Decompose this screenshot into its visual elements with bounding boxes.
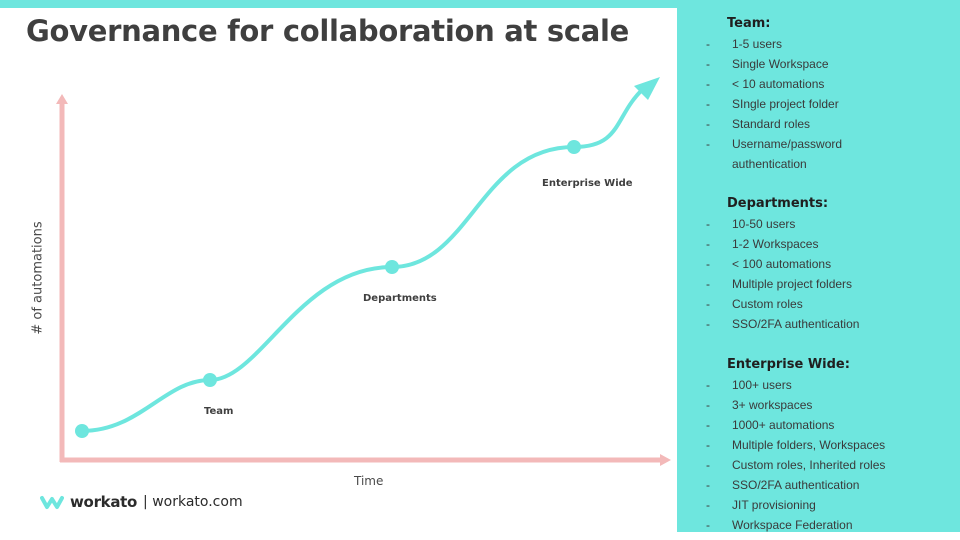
workato-logo-icon — [40, 496, 64, 509]
growth-diagram — [56, 77, 671, 466]
list-item: Custom roles, Inherited roles — [706, 455, 885, 475]
stage-marker-team — [203, 373, 217, 387]
list-item: 1-5 users — [706, 34, 842, 54]
section-heading-team: Team: — [727, 16, 771, 31]
stage-label-team: Team — [204, 406, 234, 417]
list-item: SSO/2FA authentication — [706, 314, 859, 334]
y-axis-arrowhead — [56, 94, 68, 104]
list-item: 10-50 users — [706, 214, 859, 234]
section-heading-departments: Departments: — [727, 196, 829, 211]
section-list-team: 1-5 users Single Workspace < 10 automati… — [706, 34, 842, 174]
footer: workato | workato.com — [40, 492, 243, 512]
y-axis-label: # of automations — [30, 221, 46, 335]
x-axis-arrowhead — [660, 454, 671, 466]
list-item: Workspace Federation — [706, 515, 885, 535]
list-item: 100+ users — [706, 375, 885, 395]
brand-name: workato — [70, 493, 138, 511]
section-list-enterprise: 100+ users 3+ workspaces 1000+ automatio… — [706, 375, 885, 535]
growth-curve-arrowhead — [634, 77, 660, 100]
details-panel: Team: 1-5 users Single Workspace < 10 au… — [677, 8, 960, 535]
list-item: 1-2 Workspaces — [706, 234, 859, 254]
list-item-continuation: authentication — [732, 157, 807, 171]
page-title: Governance for collaboration at scale — [26, 14, 629, 48]
section-enterprise: Enterprise Wide: 100+ users 3+ workspace… — [706, 357, 885, 535]
section-heading-enterprise: Enterprise Wide: — [727, 357, 850, 372]
stage-marker-enterprise — [567, 140, 581, 154]
list-item: Standard roles — [706, 114, 842, 134]
list-item: < 100 automations — [706, 254, 859, 274]
section-list-departments: 10-50 users 1-2 Workspaces < 100 automat… — [706, 214, 859, 334]
list-item: 3+ workspaces — [706, 395, 885, 415]
list-item: JIT provisioning — [706, 495, 885, 515]
list-item: Multiple folders, Workspaces — [706, 435, 885, 455]
stage-label-enterprise: Enterprise Wide — [542, 178, 633, 189]
list-item: 1000+ automations — [706, 415, 885, 435]
top-accent-bar — [0, 0, 960, 8]
stage-marker-departments — [385, 260, 399, 274]
list-item: Username/password — [706, 134, 842, 154]
website-link[interactable]: | workato.com — [143, 494, 243, 510]
section-departments: Departments: 10-50 users 1-2 Workspaces … — [706, 196, 859, 334]
growth-curve — [80, 90, 642, 433]
stage-label-departments: Departments — [363, 293, 437, 304]
list-item: SSO/2FA authentication — [706, 475, 885, 495]
list-item: Multiple project folders — [706, 274, 859, 294]
axes — [56, 94, 671, 466]
list-item: Single Workspace — [706, 54, 842, 74]
section-team: Team: 1-5 users Single Workspace < 10 au… — [706, 16, 842, 174]
list-item: Custom roles — [706, 294, 859, 314]
list-item: SIngle project folder — [706, 94, 842, 114]
list-item: < 10 automations — [706, 74, 842, 94]
start-marker — [75, 424, 89, 438]
x-axis-label: Time — [354, 474, 384, 488]
